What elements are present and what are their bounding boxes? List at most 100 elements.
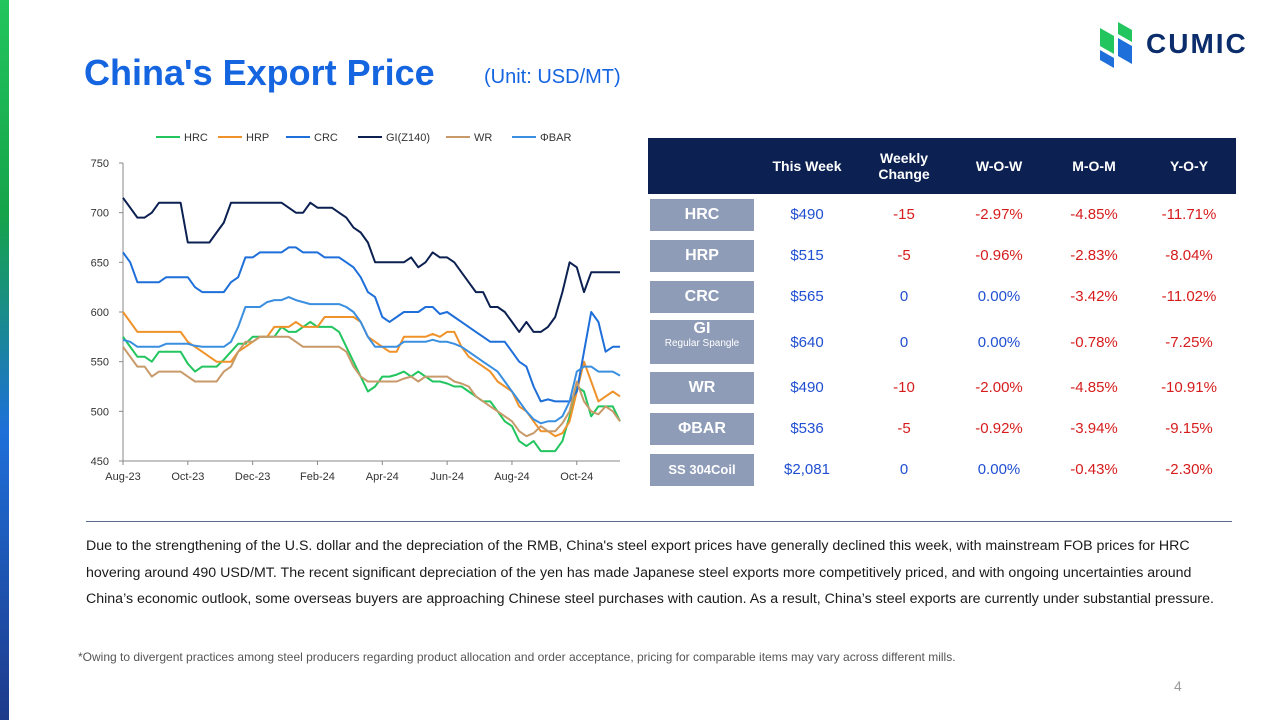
series-line--bar xyxy=(122,296,621,425)
y-tick-label: 500 xyxy=(91,406,109,418)
row-label: ΦBAR xyxy=(650,412,754,445)
col-weekly-line2: Change xyxy=(878,166,930,182)
col-weekly-change: Weekly Change xyxy=(856,138,952,194)
table-row: HRP $515 -5 -0.96% -2.83% -8.04% xyxy=(648,235,1236,276)
page-title: China's Export Price xyxy=(84,52,435,93)
header-blank xyxy=(648,138,758,194)
table-row: SS 304Coil $2,081 0 0.00% -0.43% -2.30% xyxy=(648,449,1236,490)
cell-this-week: $536 xyxy=(790,420,824,437)
commentary-text: Due to the strengthening of the U.S. dol… xyxy=(86,538,1214,607)
cell-mom: -4.85% xyxy=(1070,379,1118,396)
row-label-cell: HRC xyxy=(648,194,758,235)
row-label-text: HRC xyxy=(684,205,720,223)
cell-yoy: -7.25% xyxy=(1165,333,1213,351)
col-wow: W-O-W xyxy=(952,138,1046,194)
logo-mark-icon xyxy=(1100,22,1132,68)
row-label: WR xyxy=(650,371,754,404)
cell-mom: -2.83% xyxy=(1070,247,1118,264)
cell-mom: -0.43% xyxy=(1070,461,1118,478)
cell-wow: 0.00% xyxy=(977,461,1021,478)
col-yoy: Y-O-Y xyxy=(1142,138,1236,194)
cell-weekly-change: 0 xyxy=(899,333,909,351)
price-table: This Week Weekly Change W-O-W M-O-M Y-O-… xyxy=(648,138,1236,490)
row-label: SS 304Coil xyxy=(650,453,754,486)
row-label-cell: HRP xyxy=(648,235,758,276)
row-label-text: GI xyxy=(693,320,711,337)
cell-mom: -3.94% xyxy=(1070,420,1118,437)
row-label-text: SS 304Coil xyxy=(668,461,736,477)
x-tick-label: Aug-23 xyxy=(105,471,140,483)
x-tick-label: Apr-24 xyxy=(366,471,399,483)
series-line-hrp xyxy=(122,311,621,438)
row-label: HRP xyxy=(650,239,754,272)
y-tick-label: 700 xyxy=(91,208,109,220)
series-line-crc xyxy=(122,246,620,403)
row-label: GI Regular Spangle xyxy=(650,320,754,364)
company-logo: CUMIC xyxy=(1096,20,1256,70)
x-tick-label: Jun-24 xyxy=(430,471,464,483)
cell-mom: -0.78% xyxy=(1070,333,1118,351)
col-mom: M-O-M xyxy=(1046,138,1142,194)
row-label: CRC xyxy=(650,280,754,313)
table-header-row: This Week Weekly Change W-O-W M-O-M Y-O-… xyxy=(648,138,1236,194)
logo-text: CUMIC xyxy=(1146,28,1248,59)
cell-mom: -4.85% xyxy=(1070,206,1118,223)
legend-label: ΦBAR xyxy=(540,132,571,144)
row-label-sub: Regular Spangle xyxy=(664,338,740,349)
price-line-chart: 450 500 550 600 650 700 750 Aug-23 Oct-23 Dec-23 F… xyxy=(91,132,621,483)
row-label-cell: CRC xyxy=(648,276,758,317)
legend-label: GI(Z140) xyxy=(386,132,430,144)
legend-label: WR xyxy=(474,132,492,144)
page-number: 4 xyxy=(1174,678,1182,694)
table-row: CRC $565 0 0.00% -3.42% -11.02% xyxy=(648,276,1236,317)
cell-yoy: -11.71% xyxy=(1161,206,1217,223)
col-this-week: This Week xyxy=(758,138,856,194)
divider xyxy=(86,521,1232,522)
row-label: HRC xyxy=(650,198,754,231)
cell-this-week: $515 xyxy=(790,247,824,264)
x-tick-label: Dec-23 xyxy=(235,471,270,483)
x-tick-label: Feb-24 xyxy=(300,471,335,483)
cell-this-week: $640 xyxy=(790,333,824,351)
row-label-cell: SS 304Coil xyxy=(648,449,758,490)
row-label-cell: GI Regular Spangle xyxy=(648,317,758,367)
accent-bar xyxy=(0,0,9,720)
col-weekly-line1: Weekly xyxy=(880,150,928,166)
cell-wow: 0.00% xyxy=(977,288,1021,305)
y-tick-label: 650 xyxy=(91,257,109,269)
y-tick-label: 550 xyxy=(91,357,109,369)
unit-label: (Unit: USD/MT) xyxy=(484,66,621,88)
series-line-wr xyxy=(122,335,621,438)
cell-weekly-change: -10 xyxy=(893,379,915,396)
legend-label: HRC xyxy=(184,132,208,144)
cell-yoy: -8.04% xyxy=(1165,247,1213,264)
row-label-text: ΦBAR xyxy=(678,419,726,437)
legend-label: CRC xyxy=(314,132,338,144)
y-tick-label: 450 xyxy=(91,456,109,468)
cell-weekly-change: 0 xyxy=(899,461,909,478)
footnote: *Owing to divergent practices among stee… xyxy=(78,650,956,664)
row-label-text: CRC xyxy=(684,287,720,305)
cell-yoy: -10.91% xyxy=(1161,379,1217,396)
table-row: GI Regular Spangle $640 0 0.00% -0.78% -7.25% xyxy=(648,317,1236,367)
cell-weekly-change: -5 xyxy=(897,420,911,437)
cell-this-week: $490 xyxy=(790,379,824,396)
row-label-cell: ΦBAR xyxy=(648,408,758,449)
cell-wow: -0.96% xyxy=(975,247,1023,264)
legend-label: HRP xyxy=(246,132,269,144)
cell-yoy: -2.30% xyxy=(1165,461,1213,478)
cell-yoy: -11.02% xyxy=(1161,288,1217,305)
row-label-text: HRP xyxy=(685,246,719,264)
cell-yoy: -9.15% xyxy=(1165,420,1213,437)
table-row: ΦBAR $536 -5 -0.92% -3.94% -9.15% xyxy=(648,408,1236,449)
table-row: WR $490 -10 -2.00% -4.85% -10.91% xyxy=(648,367,1236,408)
cell-mom: -3.42% xyxy=(1070,288,1118,305)
cell-this-week: $2,081 xyxy=(784,461,830,478)
y-tick-label: 600 xyxy=(91,307,109,319)
table-row: HRC $490 -15 -2.97% -4.85% -11.71% xyxy=(648,194,1236,235)
cell-this-week: $565 xyxy=(790,288,824,305)
cell-weekly-change: -15 xyxy=(893,206,915,223)
y-tick-label: 750 xyxy=(91,158,109,170)
series-line-hrc xyxy=(122,320,621,453)
cell-weekly-change: 0 xyxy=(899,288,909,305)
